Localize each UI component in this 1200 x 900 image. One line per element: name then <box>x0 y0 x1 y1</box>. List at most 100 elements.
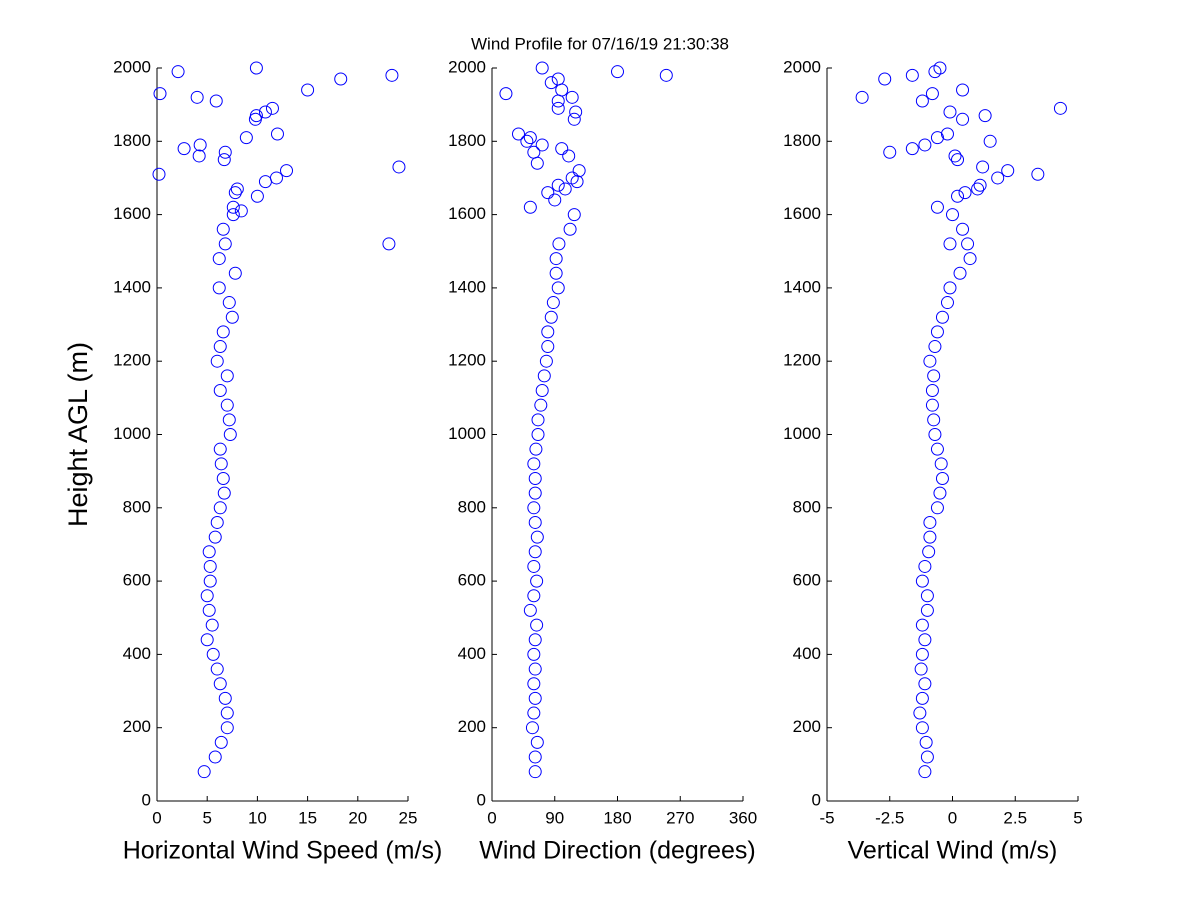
point <box>208 750 222 764</box>
point <box>930 501 944 515</box>
x-tick-label: 25 <box>399 808 418 827</box>
point <box>258 105 272 119</box>
point <box>927 369 941 383</box>
point <box>915 647 929 661</box>
point <box>265 101 279 115</box>
point <box>528 633 542 647</box>
point <box>925 384 939 398</box>
point <box>541 186 555 200</box>
point <box>983 134 997 148</box>
point <box>563 222 577 236</box>
point <box>212 252 226 266</box>
point <box>928 340 942 354</box>
point <box>569 105 583 119</box>
point <box>525 721 539 735</box>
y-tick-label: 800 <box>793 497 821 516</box>
point <box>956 112 970 126</box>
point <box>920 750 934 764</box>
point <box>551 72 565 86</box>
y-tick-label: 600 <box>458 571 486 590</box>
point <box>918 677 932 691</box>
y-tick-label: 200 <box>458 717 486 736</box>
point <box>883 145 897 159</box>
point <box>528 691 542 705</box>
point <box>539 354 553 368</box>
point <box>933 486 947 500</box>
y-tick-label: 800 <box>458 497 486 516</box>
y-tick-label: 400 <box>123 644 151 663</box>
point <box>567 208 581 222</box>
point <box>551 281 565 295</box>
y-tick-label: 600 <box>793 571 821 590</box>
point <box>234 204 248 218</box>
point <box>527 589 541 603</box>
point <box>918 138 932 152</box>
y-tick-label: 2000 <box>783 57 821 76</box>
point <box>920 589 934 603</box>
point <box>530 574 544 588</box>
y-tick-label: 1600 <box>783 204 821 223</box>
point <box>935 471 949 485</box>
point <box>541 325 555 339</box>
point <box>527 647 541 661</box>
point <box>951 189 965 203</box>
point <box>565 171 579 185</box>
point <box>218 237 232 251</box>
x-tick-label: 20 <box>348 808 367 827</box>
point <box>918 765 932 779</box>
y-tick-label: 200 <box>123 717 151 736</box>
point <box>269 171 283 185</box>
point <box>914 662 928 676</box>
y-axis-label: Height AGL (m) <box>63 342 93 527</box>
point <box>551 178 565 192</box>
point <box>915 691 929 705</box>
point <box>385 68 399 82</box>
point <box>153 87 167 101</box>
point <box>301 83 315 97</box>
point <box>212 281 226 295</box>
point <box>527 706 541 720</box>
point <box>558 182 572 196</box>
point <box>544 310 558 324</box>
point <box>152 167 166 181</box>
point <box>915 721 929 735</box>
x-tick-label: 10 <box>248 808 267 827</box>
point <box>930 325 944 339</box>
point <box>915 94 929 108</box>
point <box>905 68 919 82</box>
point <box>527 501 541 515</box>
point <box>213 677 227 691</box>
x-tick-label: 0 <box>487 808 496 827</box>
y-tick-label: 0 <box>142 790 151 809</box>
x-tick-label: 90 <box>545 808 564 827</box>
point <box>958 186 972 200</box>
point <box>537 369 551 383</box>
point <box>523 603 537 617</box>
point <box>213 384 227 398</box>
point <box>228 266 242 280</box>
point <box>544 76 558 90</box>
point <box>919 735 933 749</box>
point <box>210 354 224 368</box>
point <box>197 765 211 779</box>
point <box>392 160 406 174</box>
point <box>216 222 230 236</box>
point <box>549 266 563 280</box>
point <box>200 589 214 603</box>
point <box>527 145 541 159</box>
y-tick-label: 1400 <box>783 277 821 296</box>
y-tick-label: 1800 <box>448 131 486 150</box>
point <box>1031 167 1045 181</box>
point <box>946 208 959 222</box>
point <box>210 515 224 529</box>
point <box>611 65 624 79</box>
point <box>530 735 544 749</box>
point <box>565 90 579 104</box>
point <box>973 178 987 192</box>
point <box>570 175 584 189</box>
point <box>915 618 929 632</box>
point <box>923 515 937 529</box>
point <box>535 384 549 398</box>
point <box>218 691 232 705</box>
point <box>206 647 220 661</box>
